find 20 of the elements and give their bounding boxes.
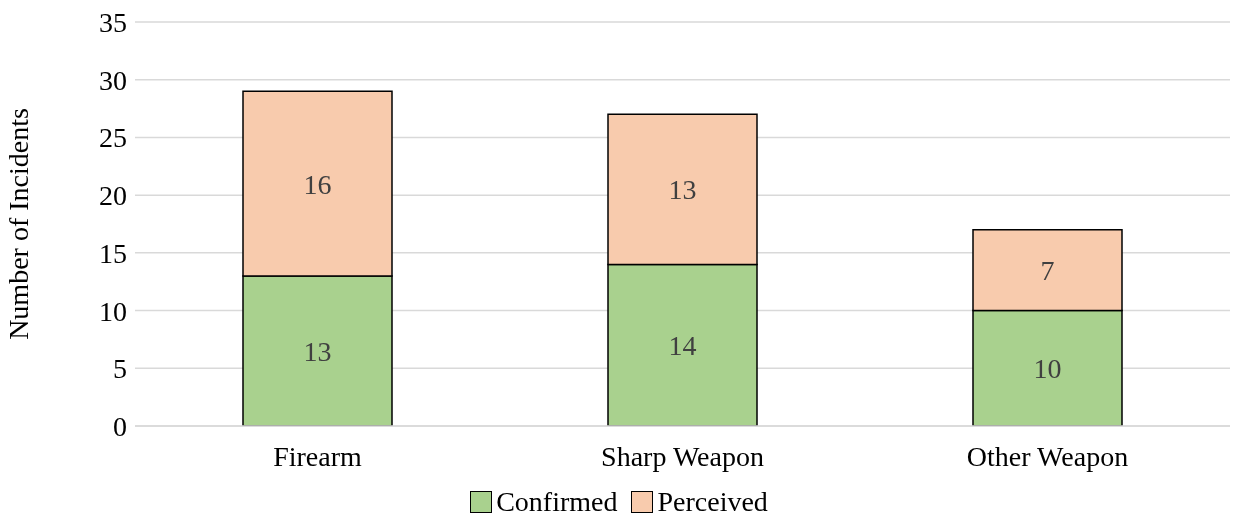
data-label: 13: [303, 335, 332, 367]
y-tick-label: 20: [99, 180, 127, 212]
x-tick-label: Firearm: [273, 440, 363, 472]
y-axis-title: Number of Incidents: [2, 108, 34, 340]
data-label: 13: [668, 174, 697, 206]
legend-label: Confirmed: [495, 486, 618, 518]
x-tick-label: Other Weapon: [966, 440, 1129, 472]
y-tick-label: 30: [99, 64, 127, 96]
y-tick-label: 35: [99, 6, 127, 38]
y-tick-label: 5: [113, 353, 127, 385]
data-label: 16: [303, 168, 332, 200]
y-tick-label: 15: [99, 237, 127, 269]
y-tick-label: 10: [99, 295, 127, 327]
x-tick-label: Sharp Weapon: [601, 440, 764, 472]
y-tick-label: 25: [99, 122, 127, 154]
data-label: 7: [1040, 255, 1055, 287]
legend-label: Perceived: [656, 486, 768, 518]
y-tick-label: 0: [113, 410, 127, 442]
data-label: 10: [1033, 353, 1062, 385]
data-label: 14: [668, 330, 697, 362]
